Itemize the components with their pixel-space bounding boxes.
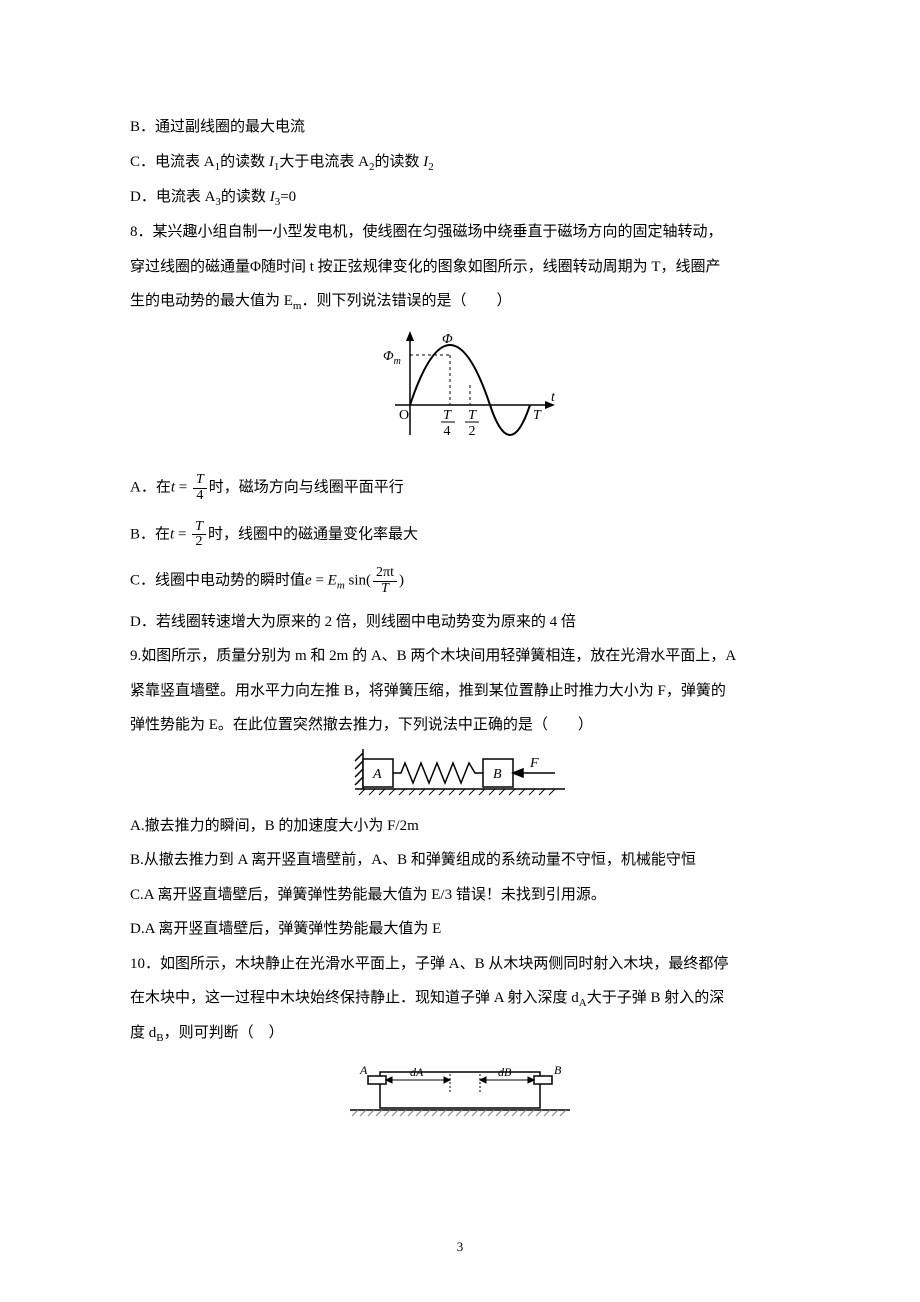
origin-label: O bbox=[399, 408, 409, 423]
close: ) bbox=[399, 573, 404, 589]
sin: sin( bbox=[345, 573, 371, 589]
var-em: E bbox=[328, 573, 337, 589]
block-bullets-icon: A B dA dB bbox=[330, 1058, 590, 1128]
page-number: 3 bbox=[0, 1232, 920, 1262]
svg-text:T: T bbox=[468, 408, 477, 423]
tick-t4: T 4 bbox=[441, 408, 455, 439]
eq: = bbox=[174, 526, 190, 542]
q7-option-d: D．电流表 A3的读数 I3=0 bbox=[130, 180, 790, 215]
q9-option-c: C.A 离开竖直墙壁后，弹簧弹性势能最大值为 E/3 错误！未找到引用源。 bbox=[130, 878, 790, 913]
eq: = bbox=[175, 480, 191, 496]
text: 的读数 bbox=[221, 189, 270, 205]
svg-text:4: 4 bbox=[444, 424, 451, 439]
svg-text:B: B bbox=[493, 767, 502, 782]
fraction: T4 bbox=[193, 473, 207, 503]
q10-stem-line1: 10．如图所示，木块静止在光滑水平面上，子弹 A、B 从木块两侧同时射入木块，最… bbox=[130, 947, 790, 982]
text: 生的电动势的最大值为 E bbox=[130, 293, 293, 309]
text: ．则下列说法错误的是（ ） bbox=[301, 293, 511, 309]
text: 时，线圈中的磁通量变化率最大 bbox=[208, 526, 418, 542]
q9-option-d: D.A 离开竖直墙壁后，弹簧弹性势能最大值为 E bbox=[130, 912, 790, 947]
svg-text:A: A bbox=[359, 1063, 368, 1077]
svg-text:F: F bbox=[529, 756, 539, 771]
period-label: T bbox=[533, 408, 542, 423]
var-e: e bbox=[305, 573, 312, 589]
text: =0 bbox=[280, 189, 296, 205]
text: 度 d bbox=[130, 1025, 156, 1041]
text: C．电流表 A bbox=[130, 154, 215, 170]
eq: = bbox=[312, 573, 328, 589]
svg-text:2: 2 bbox=[469, 424, 476, 439]
text: B．在 bbox=[130, 526, 170, 542]
phi-axis-label: Φ bbox=[442, 332, 453, 347]
t-axis-label: t bbox=[551, 390, 556, 405]
text: C．线圈中电动势的瞬时值 bbox=[130, 573, 305, 589]
q8-option-c: C．线圈中电动势的瞬时值e = Em sin(2πtT) bbox=[130, 558, 790, 604]
q8-option-b: B．在t = T2时，线圈中的磁通量变化率最大 bbox=[130, 512, 790, 558]
q8-option-d: D．若线圈转速增大为原来的 2 倍，则线圈中电动势变为原来的 4 倍 bbox=[130, 605, 790, 640]
spring-blocks-icon: A B F bbox=[345, 749, 575, 799]
q9-option-a: A.撤去推力的瞬间，B 的加速度大小为 F/2m bbox=[130, 809, 790, 844]
text: D．电流表 A bbox=[130, 189, 215, 205]
q9-option-b: B.从撤去推力到 A 离开竖直墙壁前，A、B 和弹簧组成的系统动量不守恒，机械能… bbox=[130, 843, 790, 878]
text: 在木块中，这一过程中木块始终保持静止．现知道子弹 A 射入深度 d bbox=[130, 990, 579, 1006]
tick-t2: T 2 bbox=[465, 408, 479, 439]
text: A．在 bbox=[130, 480, 171, 496]
phi-m-label: Φm bbox=[383, 349, 401, 367]
q8-stem-line1: 8．某兴趣小组自制一小型发电机，使线圈在匀强磁场中绕垂直于磁场方向的固定轴转动， bbox=[130, 215, 790, 250]
q8-stem-line3: 生的电动势的最大值为 Em．则下列说法错误的是（ ） bbox=[130, 284, 790, 319]
fraction: T2 bbox=[192, 520, 206, 550]
text: ，则可判断（ ） bbox=[164, 1025, 284, 1041]
svg-text:dB: dB bbox=[498, 1065, 512, 1079]
fraction: 2πtT bbox=[373, 566, 397, 596]
q8-option-a: A．在t = T4时，磁场方向与线圈平面平行 bbox=[130, 465, 790, 511]
q10-stem-line3: 度 dB，则可判断（ ） bbox=[130, 1016, 790, 1051]
q9-stem-line3: 弹性势能为 E。在此位置突然撤去推力，下列说法中正确的是（ ） bbox=[130, 708, 790, 743]
q8-stem-line2: 穿过线圈的磁通量Φ随时间 t 按正弦规律变化的图象如图所示，线圈转动周期为 T，… bbox=[130, 250, 790, 285]
q10-figure: A B dA dB bbox=[130, 1058, 790, 1132]
subscript: A bbox=[579, 997, 587, 1009]
q7-option-c: C．电流表 A1的读数 I1大于电流表 A2的读数 I2 bbox=[130, 145, 790, 180]
sine-graph-icon: Φ Φm O t T T 4 T 2 bbox=[355, 325, 565, 455]
subscript: B bbox=[156, 1032, 163, 1044]
svg-text:B: B bbox=[554, 1063, 562, 1077]
svg-text:T: T bbox=[443, 408, 452, 423]
q9-stem-line2: 紧靠竖直墙壁。用水平力向左推 B，将弹簧压缩，推到某位置静止时推力大小为 F，弹… bbox=[130, 674, 790, 709]
q9-stem-line1: 9.如图所示，质量分别为 m 和 2m 的 A、B 两个木块间用轻弹簧相连，放在… bbox=[130, 639, 790, 674]
svg-text:dA: dA bbox=[410, 1065, 424, 1079]
text: 的读数 bbox=[374, 154, 423, 170]
text: 的读数 bbox=[220, 154, 269, 170]
q10-stem-line2: 在木块中，这一过程中木块始终保持静止．现知道子弹 A 射入深度 dA大于子弹 B… bbox=[130, 981, 790, 1016]
page: B．通过副线圈的最大电流 C．电流表 A1的读数 I1大于电流表 A2的读数 I… bbox=[0, 0, 920, 1302]
svg-text:A: A bbox=[372, 767, 382, 782]
q9-figure: A B F bbox=[130, 749, 790, 803]
subscript: m bbox=[337, 580, 345, 592]
subscript: 2 bbox=[428, 161, 434, 173]
text: 时，磁场方向与线圈平面平行 bbox=[209, 480, 404, 496]
text: 大于子弹 B 射入的深 bbox=[587, 990, 725, 1006]
q7-option-b: B．通过副线圈的最大电流 bbox=[130, 110, 790, 145]
text: 大于电流表 A bbox=[279, 154, 369, 170]
q8-figure: Φ Φm O t T T 4 T 2 bbox=[130, 325, 790, 459]
